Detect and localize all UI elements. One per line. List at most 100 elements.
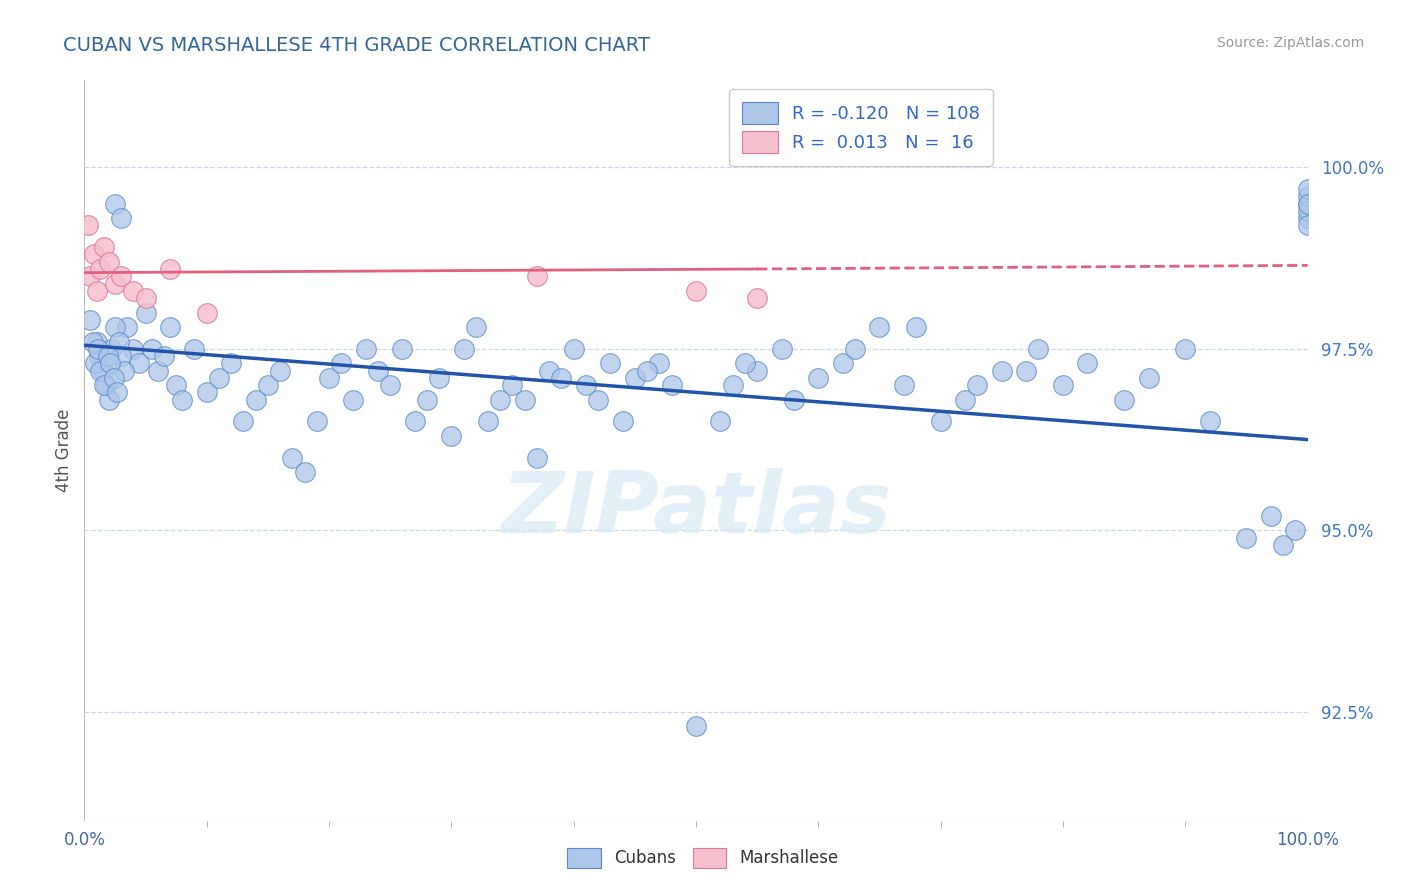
Point xyxy=(141,342,163,356)
Point xyxy=(146,363,169,377)
Point xyxy=(97,349,120,363)
Point xyxy=(159,320,181,334)
Point xyxy=(844,342,866,356)
Point xyxy=(648,356,671,370)
Point xyxy=(734,356,756,370)
Point xyxy=(477,414,499,428)
Point xyxy=(1114,392,1136,407)
Point xyxy=(128,356,150,370)
Point xyxy=(1296,182,1319,196)
Point xyxy=(685,284,707,298)
Point xyxy=(208,371,231,385)
Point xyxy=(104,196,127,211)
Point xyxy=(513,392,536,407)
Point xyxy=(953,392,976,407)
Point xyxy=(86,284,108,298)
Point xyxy=(100,342,122,356)
Point xyxy=(1296,196,1319,211)
Point xyxy=(1236,531,1258,545)
Point xyxy=(747,363,769,377)
Point xyxy=(929,414,952,428)
Point xyxy=(526,450,548,465)
Legend: R = -0.120   N = 108, R =  0.013   N =  16: R = -0.120 N = 108, R = 0.013 N = 16 xyxy=(730,89,993,166)
Point xyxy=(1052,378,1074,392)
Point xyxy=(135,305,157,319)
Point xyxy=(1296,189,1319,203)
Point xyxy=(1015,363,1038,377)
Point xyxy=(1272,538,1295,552)
Point xyxy=(110,211,132,226)
Point xyxy=(245,392,267,407)
Point xyxy=(869,320,891,334)
Point xyxy=(367,363,389,377)
Point xyxy=(1174,342,1197,356)
Point xyxy=(87,349,110,363)
Point xyxy=(183,342,205,356)
Point xyxy=(159,262,181,277)
Point xyxy=(489,392,512,407)
Point xyxy=(294,465,316,479)
Text: Source: ZipAtlas.com: Source: ZipAtlas.com xyxy=(1216,36,1364,50)
Point xyxy=(502,378,524,392)
Point xyxy=(599,356,621,370)
Point xyxy=(269,363,291,377)
Text: ZIPatlas: ZIPatlas xyxy=(501,468,891,551)
Point xyxy=(1284,524,1306,538)
Point xyxy=(1296,203,1319,218)
Point xyxy=(453,342,475,356)
Point xyxy=(105,385,128,400)
Point xyxy=(354,342,377,356)
Point xyxy=(97,254,120,268)
Point xyxy=(82,334,104,349)
Point xyxy=(93,378,115,392)
Point xyxy=(318,371,340,385)
Point xyxy=(624,371,647,385)
Point xyxy=(87,342,110,356)
Point xyxy=(562,342,585,356)
Point xyxy=(97,392,120,407)
Point xyxy=(281,450,304,465)
Point xyxy=(110,349,132,363)
Point xyxy=(783,392,806,407)
Point xyxy=(79,269,101,284)
Point xyxy=(91,363,114,377)
Point xyxy=(98,356,121,370)
Point xyxy=(1296,211,1319,226)
Point xyxy=(96,378,118,392)
Point xyxy=(104,277,127,291)
Point xyxy=(612,414,634,428)
Point xyxy=(342,392,364,407)
Text: CUBAN VS MARSHALLESE 4TH GRADE CORRELATION CHART: CUBAN VS MARSHALLESE 4TH GRADE CORRELATI… xyxy=(63,36,650,54)
Point xyxy=(79,313,101,327)
Point xyxy=(93,240,115,254)
Point xyxy=(416,392,439,407)
Point xyxy=(84,356,107,370)
Point xyxy=(709,414,731,428)
Point xyxy=(107,334,129,349)
Point xyxy=(122,342,145,356)
Point xyxy=(893,378,915,392)
Point xyxy=(77,219,100,233)
Point xyxy=(135,291,157,305)
Point xyxy=(89,363,111,377)
Point xyxy=(172,392,194,407)
Point xyxy=(685,719,707,733)
Point xyxy=(83,247,105,261)
Point xyxy=(1137,371,1160,385)
Point xyxy=(195,305,218,319)
Point xyxy=(721,378,744,392)
Point xyxy=(219,356,242,370)
Point xyxy=(807,371,830,385)
Point xyxy=(257,378,280,392)
Point xyxy=(770,342,793,356)
Point xyxy=(305,414,328,428)
Point xyxy=(538,363,561,377)
Point xyxy=(831,356,853,370)
Point xyxy=(526,269,548,284)
Point xyxy=(330,356,353,370)
Point xyxy=(636,363,658,377)
Point xyxy=(110,269,132,284)
Point xyxy=(586,392,609,407)
Y-axis label: 4th Grade: 4th Grade xyxy=(55,409,73,492)
Point xyxy=(380,378,402,392)
